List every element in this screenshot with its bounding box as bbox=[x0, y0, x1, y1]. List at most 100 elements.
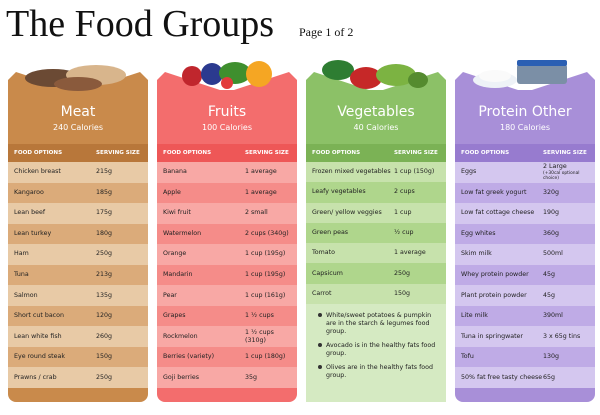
food-option: Leafy vegetables bbox=[312, 188, 366, 196]
food-option: Grapes bbox=[163, 312, 186, 320]
food-option: Tomato bbox=[312, 249, 335, 257]
serving-value: 215g bbox=[96, 168, 113, 176]
serving-value: 1 cup (195g) bbox=[245, 250, 286, 258]
meat-image bbox=[25, 65, 126, 91]
serving-size: 320g bbox=[543, 189, 589, 197]
table-row: 50% fat free tasty cheese 65g bbox=[455, 367, 595, 388]
serving-size: 360g bbox=[543, 230, 589, 238]
food-option: Lite milk bbox=[461, 312, 488, 320]
serving-value: 250g bbox=[394, 269, 411, 277]
serving-size: 390ml bbox=[543, 312, 589, 320]
table-row: Prawns / crab 250g bbox=[8, 367, 148, 388]
food-option: Salmon bbox=[14, 291, 38, 299]
serving-value: 35g bbox=[245, 373, 258, 381]
serving-value: 150g bbox=[96, 353, 113, 361]
serving-size: 500ml bbox=[543, 250, 589, 258]
group-calories: 240 Calories bbox=[52, 123, 104, 132]
serving-size: 1 cup (161g) bbox=[245, 292, 291, 300]
serving-value: 130g bbox=[543, 353, 560, 361]
title: The Food Groups bbox=[6, 3, 275, 45]
serving-size: 2 Large (+30cal optional choice) bbox=[543, 163, 589, 181]
table-row: Green peas ½ cup bbox=[306, 223, 446, 243]
header-cell: FOOD OPTIONS bbox=[461, 150, 510, 156]
serving-size: 130g bbox=[543, 353, 589, 361]
serving-value: 1 average bbox=[245, 168, 277, 176]
serving-size: 1 average bbox=[245, 189, 291, 197]
serving-size: 1 cup (180g) bbox=[245, 353, 291, 361]
food-option: Low fat greek yogurt bbox=[461, 188, 527, 196]
table-row: Banana 1 average bbox=[157, 162, 297, 183]
food-option: Berries (variety) bbox=[163, 353, 215, 361]
serving-size: 213g bbox=[96, 271, 142, 279]
serving-size: 1 average bbox=[394, 249, 440, 257]
table-header: FOOD OPTIONS SERVING SIZE bbox=[455, 144, 595, 162]
serving-value: 65g bbox=[543, 373, 556, 381]
serving-value: 135g bbox=[96, 291, 113, 299]
serving-size: 250g bbox=[96, 250, 142, 258]
table-row: Watermelon 2 cups (340g) bbox=[157, 224, 297, 245]
serving-value: 320g bbox=[543, 188, 560, 196]
note-text: White/sweet potatoes & pumpkin are in th… bbox=[326, 312, 432, 335]
serving-value: 1 average bbox=[245, 188, 277, 196]
serving-size: 190g bbox=[543, 209, 589, 217]
serving-value: 213g bbox=[96, 271, 113, 278]
serving-size: 1 ½ cups bbox=[245, 312, 291, 320]
group-calories: 100 Calories bbox=[201, 123, 253, 132]
food-table: FOOD OPTIONS SERVING SIZE Banana 1 average A… bbox=[157, 144, 297, 388]
serving-size: 185g bbox=[96, 189, 142, 197]
note-text: Avocado is in the healthy fats food grou… bbox=[326, 342, 436, 357]
header-cell: SERVING SIZE bbox=[96, 150, 140, 156]
bullet bbox=[318, 313, 322, 317]
serving-value: 1 cup (150g) bbox=[394, 168, 435, 176]
header-cell: FOOD OPTIONS bbox=[14, 150, 63, 156]
serving-size: 1 average bbox=[245, 168, 291, 176]
table-row: Whey protein powder 45g bbox=[455, 265, 595, 286]
serving-value: 45g bbox=[543, 291, 556, 299]
serving-size: 1 cup (150g) bbox=[394, 168, 440, 176]
serving-size: 120g bbox=[96, 312, 142, 320]
table-row: Kiwi fruit 2 small bbox=[157, 203, 297, 224]
serving-size: 2 cups bbox=[394, 188, 440, 196]
table-header: FOOD OPTIONS SERVING SIZE bbox=[306, 144, 446, 162]
food-option: Apple bbox=[163, 188, 181, 196]
food-option: Eggs bbox=[461, 168, 477, 176]
header-cell: FOOD OPTIONS bbox=[163, 150, 212, 156]
food-option: Plant protein powder bbox=[461, 291, 527, 299]
serving-value: 250g bbox=[96, 373, 113, 381]
table-header: FOOD OPTIONS SERVING SIZE bbox=[8, 144, 148, 162]
table-row: Berries (variety) 1 cup (180g) bbox=[157, 347, 297, 368]
table-row: Mandarin 1 cup (195g) bbox=[157, 265, 297, 286]
serving-value: 390ml bbox=[543, 312, 563, 320]
table-header: FOOD OPTIONS SERVING SIZE bbox=[157, 144, 297, 162]
serving-value: 185g bbox=[96, 188, 113, 196]
table-row: Tuna in springwater 3 x 65g tins bbox=[455, 326, 595, 347]
food-option: Short cut bacon bbox=[14, 312, 64, 320]
group-name: Fruits bbox=[207, 104, 247, 120]
food-group-card: Vegetables 40 Calories FOOD OPTIONS SERVING… bbox=[306, 72, 446, 402]
serving-note: (+30cal optional choice) bbox=[543, 171, 580, 182]
food-option: Lean turkey bbox=[14, 229, 52, 237]
serving-value: 1 cup bbox=[394, 208, 412, 216]
food-option: Lean beef bbox=[14, 209, 46, 217]
serving-size: 135g bbox=[96, 292, 142, 300]
serving-value: 180g bbox=[96, 229, 113, 237]
table-row: Lean beef 175g bbox=[8, 203, 148, 224]
serving-size: 250g bbox=[394, 270, 440, 278]
notes: White/sweet potatoes & pumpkin are in th… bbox=[306, 304, 446, 402]
food-option: Tuna bbox=[14, 271, 29, 278]
serving-value: 2 cups (340g) bbox=[245, 229, 289, 237]
serving-size: 215g bbox=[96, 168, 142, 176]
table-row: Low fat cottage cheese 190g bbox=[455, 203, 595, 224]
food-option: Tuna in springwater bbox=[461, 332, 524, 340]
table-row: Ham 250g bbox=[8, 244, 148, 265]
food-table: FOOD OPTIONS SERVING SIZE Eggs 2 Large (+30c… bbox=[455, 144, 595, 388]
fruit-image bbox=[182, 61, 272, 89]
food-group-card: Fruits 100 Calories FOOD OPTIONS SERVING SI… bbox=[157, 72, 297, 402]
food-option: Green/ yellow veggies bbox=[312, 208, 382, 216]
serving-value: 2 Large bbox=[543, 163, 567, 171]
header-cell: SERVING SIZE bbox=[394, 150, 438, 156]
table-row: Kangaroo 185g bbox=[8, 183, 148, 204]
table-row: Chicken breast 215g bbox=[8, 162, 148, 183]
table-row: Green/ yellow veggies 1 cup bbox=[306, 203, 446, 223]
